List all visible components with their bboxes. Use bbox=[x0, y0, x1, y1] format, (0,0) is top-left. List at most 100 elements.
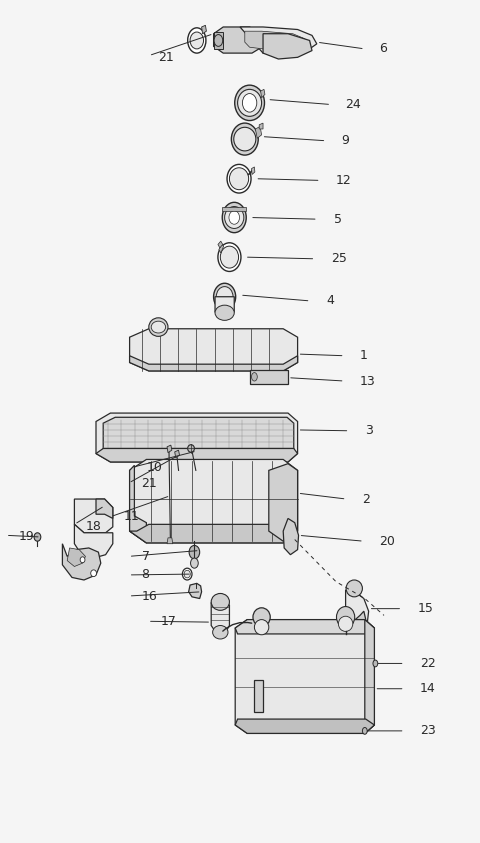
Ellipse shape bbox=[34, 533, 41, 541]
Ellipse shape bbox=[182, 568, 192, 580]
Text: 1: 1 bbox=[360, 349, 368, 362]
Polygon shape bbox=[130, 356, 298, 371]
Polygon shape bbox=[252, 167, 255, 175]
Ellipse shape bbox=[373, 660, 378, 667]
Text: 11: 11 bbox=[124, 510, 140, 524]
Polygon shape bbox=[219, 244, 224, 253]
Ellipse shape bbox=[235, 85, 264, 121]
Polygon shape bbox=[235, 719, 374, 733]
Text: 15: 15 bbox=[418, 602, 433, 615]
Ellipse shape bbox=[254, 620, 269, 635]
Polygon shape bbox=[74, 524, 113, 558]
Polygon shape bbox=[222, 207, 246, 211]
Text: 25: 25 bbox=[331, 252, 347, 266]
Text: 4: 4 bbox=[326, 294, 334, 308]
Text: 5: 5 bbox=[334, 212, 342, 226]
Text: 17: 17 bbox=[161, 615, 177, 628]
Polygon shape bbox=[235, 620, 374, 733]
Polygon shape bbox=[283, 518, 299, 555]
Polygon shape bbox=[62, 544, 101, 580]
Ellipse shape bbox=[355, 624, 367, 636]
Polygon shape bbox=[96, 499, 113, 518]
Ellipse shape bbox=[189, 545, 200, 559]
Ellipse shape bbox=[225, 207, 244, 228]
Ellipse shape bbox=[229, 168, 249, 190]
Ellipse shape bbox=[238, 89, 262, 116]
Ellipse shape bbox=[214, 35, 223, 46]
Text: 3: 3 bbox=[365, 424, 372, 438]
Ellipse shape bbox=[218, 243, 241, 271]
Polygon shape bbox=[189, 583, 202, 599]
Polygon shape bbox=[67, 548, 85, 566]
Ellipse shape bbox=[336, 607, 355, 627]
Ellipse shape bbox=[252, 373, 257, 381]
Bar bbox=[250, 370, 288, 384]
Polygon shape bbox=[167, 445, 172, 453]
Ellipse shape bbox=[211, 593, 229, 610]
Ellipse shape bbox=[231, 123, 258, 155]
Ellipse shape bbox=[227, 164, 251, 193]
Ellipse shape bbox=[216, 287, 233, 307]
Text: 21: 21 bbox=[142, 476, 157, 490]
Text: 9: 9 bbox=[341, 134, 348, 148]
Text: 21: 21 bbox=[158, 51, 174, 64]
Ellipse shape bbox=[91, 570, 96, 577]
Text: 18: 18 bbox=[85, 519, 101, 533]
Polygon shape bbox=[263, 34, 312, 59]
Ellipse shape bbox=[346, 580, 362, 597]
Polygon shape bbox=[74, 499, 113, 533]
Ellipse shape bbox=[215, 305, 234, 320]
Polygon shape bbox=[130, 329, 298, 371]
Polygon shape bbox=[269, 464, 298, 541]
Polygon shape bbox=[130, 524, 298, 543]
Ellipse shape bbox=[188, 445, 194, 452]
Polygon shape bbox=[175, 450, 180, 458]
Polygon shape bbox=[96, 448, 298, 462]
Text: 22: 22 bbox=[420, 657, 436, 670]
Ellipse shape bbox=[190, 32, 204, 49]
Polygon shape bbox=[214, 27, 263, 53]
Polygon shape bbox=[167, 538, 173, 544]
Ellipse shape bbox=[229, 211, 240, 224]
Polygon shape bbox=[215, 297, 234, 316]
Text: 14: 14 bbox=[420, 682, 436, 695]
Polygon shape bbox=[355, 611, 366, 631]
Text: 8: 8 bbox=[142, 568, 150, 582]
Ellipse shape bbox=[253, 608, 270, 626]
Ellipse shape bbox=[362, 728, 367, 734]
Polygon shape bbox=[96, 413, 298, 462]
Ellipse shape bbox=[242, 94, 257, 112]
Text: 23: 23 bbox=[420, 724, 436, 738]
Polygon shape bbox=[130, 459, 298, 543]
Ellipse shape bbox=[213, 626, 228, 639]
Polygon shape bbox=[346, 590, 369, 631]
Ellipse shape bbox=[149, 318, 168, 336]
Text: 16: 16 bbox=[142, 589, 157, 603]
Ellipse shape bbox=[80, 557, 85, 563]
Text: 24: 24 bbox=[346, 98, 361, 111]
Ellipse shape bbox=[151, 321, 166, 333]
Polygon shape bbox=[211, 597, 229, 634]
Ellipse shape bbox=[184, 570, 190, 578]
Polygon shape bbox=[130, 465, 146, 543]
Ellipse shape bbox=[188, 28, 206, 53]
Ellipse shape bbox=[338, 616, 353, 631]
Polygon shape bbox=[240, 27, 317, 53]
Text: 19: 19 bbox=[18, 530, 34, 544]
Polygon shape bbox=[235, 620, 374, 634]
Text: 6: 6 bbox=[379, 42, 387, 56]
Ellipse shape bbox=[191, 558, 198, 568]
Polygon shape bbox=[214, 32, 223, 49]
Text: 13: 13 bbox=[360, 374, 376, 388]
Text: 2: 2 bbox=[362, 492, 370, 506]
Polygon shape bbox=[259, 123, 263, 129]
Polygon shape bbox=[218, 241, 223, 248]
Ellipse shape bbox=[222, 202, 246, 233]
Polygon shape bbox=[103, 417, 294, 457]
Text: 7: 7 bbox=[142, 550, 150, 563]
Ellipse shape bbox=[220, 246, 239, 268]
Polygon shape bbox=[245, 31, 307, 49]
Polygon shape bbox=[261, 89, 265, 98]
Polygon shape bbox=[255, 126, 262, 138]
Ellipse shape bbox=[214, 283, 236, 310]
